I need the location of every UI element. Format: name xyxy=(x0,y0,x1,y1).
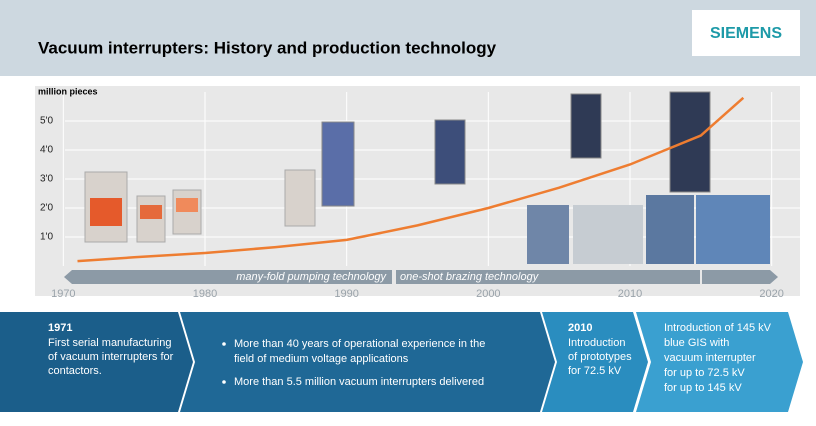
chevron-text: for 72.5 kV xyxy=(568,365,622,377)
slide-title: Vacuum interrupters: History and product… xyxy=(38,38,497,57)
y-tick-label: 3'0 xyxy=(40,174,53,185)
chevron-text: for up to 145 kV xyxy=(664,382,742,394)
chevron-text: for up to 72.5 kV xyxy=(664,367,745,379)
y-tick-label: 1'0 xyxy=(40,232,53,243)
logo-box xyxy=(692,10,800,56)
x-tick-label: 2020 xyxy=(759,288,783,300)
timeline-label: one-shot brazing technology xyxy=(400,271,540,283)
bullet xyxy=(222,380,226,384)
chevron-text: More than 5.5 million vacuum interrupter… xyxy=(234,376,484,388)
chevron-text: Introduction xyxy=(568,337,625,349)
chevron-text: 1971 xyxy=(48,322,72,334)
x-tick-label: 1980 xyxy=(193,288,217,300)
logo: SIEMENS xyxy=(710,25,782,42)
timeline-label: many-fold pumping technology xyxy=(236,271,387,283)
data-line xyxy=(77,96,745,263)
bullet xyxy=(222,342,226,346)
chevron-text: of vacuum interrupters for xyxy=(48,351,174,363)
x-tick-label: 2010 xyxy=(618,288,642,300)
y-tick-label: 5'0 xyxy=(40,116,53,127)
product-photos xyxy=(84,91,770,264)
chevron-text: of prototypes xyxy=(568,351,632,363)
chevron-text: More than 40 years of operational experi… xyxy=(234,338,485,350)
y-axis-label: million pieces xyxy=(38,86,98,96)
chevron-text: Introduction of 145 kV xyxy=(664,322,772,334)
y-tick-label: 4'0 xyxy=(40,145,53,156)
chevrons xyxy=(0,312,803,412)
timeline-arrow xyxy=(64,270,778,284)
chevron-text: blue GIS with xyxy=(664,337,729,349)
chevron-text: contactors. xyxy=(48,365,102,377)
x-tick-label: 1970 xyxy=(51,288,75,300)
chevron-text: field of medium voltage applications xyxy=(234,353,409,365)
y-tick-label: 2'0 xyxy=(40,203,53,214)
x-tick-label: 1990 xyxy=(334,288,358,300)
chevron-text: 2010 xyxy=(568,322,592,334)
header-band xyxy=(0,0,816,76)
chevron-text: First serial manufacturing xyxy=(48,337,172,349)
x-tick-label: 2000 xyxy=(476,288,500,300)
chevron-text: vacuum interrupter xyxy=(664,352,756,364)
